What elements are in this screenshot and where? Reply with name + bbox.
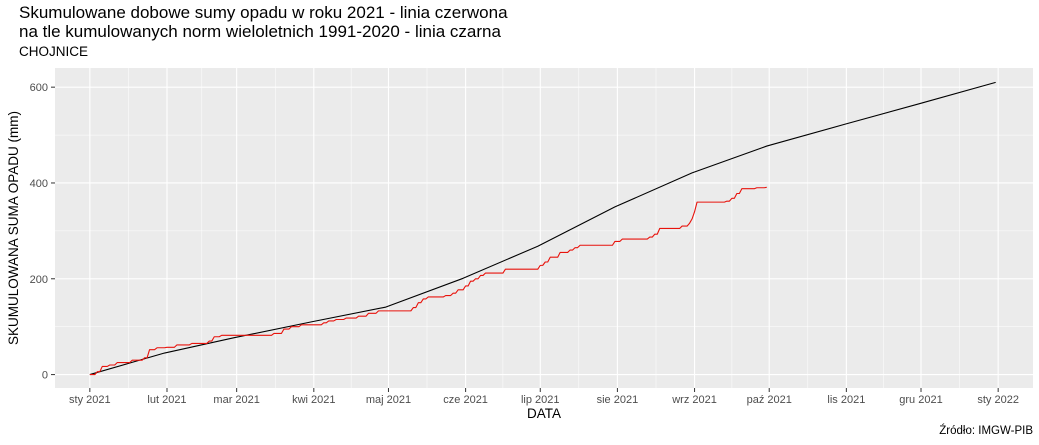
x-tick-label: cze 2021 [443, 394, 488, 406]
x-tick-label: lip 2021 [521, 394, 560, 406]
x-tick-label: gru 2021 [899, 394, 942, 406]
x-tick-label: lut 2021 [147, 394, 186, 406]
x-tick-label: sty 2022 [977, 394, 1019, 406]
x-tick-label: lis 2021 [827, 394, 865, 406]
x-tick-label: mar 2021 [213, 394, 259, 406]
x-tick-label: wrz 2021 [671, 394, 717, 406]
chart-title-line-1: Skumulowane dobowe sumy opadu w roku 202… [19, 3, 508, 22]
axes: sty 2021 lut 2021 mar 2021 kwi 2021 maj 2021… [30, 82, 1019, 406]
y-tick-label: 200 [30, 274, 48, 286]
x-tick-label: sty 2021 [69, 394, 111, 406]
x-axis-title: DATA [527, 406, 561, 421]
y-axis-title: SKUMULOWANA SUMA OPADU (mm) [6, 111, 21, 345]
y-tick-label: 0 [42, 370, 48, 382]
normal-cumulative-line [89, 81, 996, 376]
y-tick-label: 600 [30, 82, 48, 94]
source-caption: Źródło: IMGW-PIB [939, 425, 1033, 437]
x-tick-label: maj 2021 [366, 394, 411, 406]
chart-subtitle: CHOJNICE [19, 44, 89, 59]
series-lines [89, 81, 996, 376]
grid-lines [55, 68, 1033, 388]
chart-title-line-2: na tle kumulowanych norm wieloletnich 19… [19, 22, 501, 41]
observed-2021-cumulative-line [89, 186, 767, 376]
y-tick-label: 400 [30, 178, 48, 190]
x-tick-label: sie 2021 [597, 394, 639, 406]
x-tick-label: kwi 2021 [292, 394, 335, 406]
plot-panel [55, 68, 1033, 388]
x-tick-label: paź 2021 [747, 394, 792, 406]
